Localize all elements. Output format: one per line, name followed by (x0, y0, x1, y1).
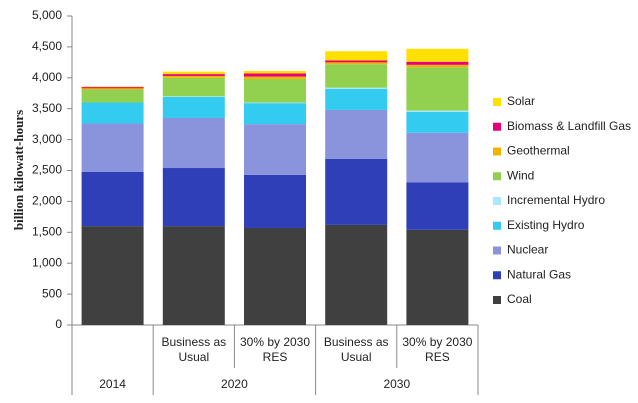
y-tick-label: 0 (55, 317, 62, 331)
bar-segment (244, 76, 306, 80)
legend-label: Incremental Hydro (507, 193, 605, 207)
legend-label: Solar (507, 94, 535, 108)
y-tick-label: 4,000 (32, 70, 62, 84)
bar-segment (325, 109, 388, 159)
bar-segment (325, 51, 388, 61)
y-tick-label: 1,500 (32, 224, 62, 238)
y-tick-label: 4,500 (32, 39, 62, 53)
bar-segment (81, 87, 144, 89)
bar-segment (406, 182, 469, 230)
bar-segment (162, 96, 225, 97)
bar-segment (81, 171, 144, 227)
bar-segment (244, 102, 306, 104)
x-tick-label: 30% by 2030 RES (402, 335, 473, 364)
legend-label: Natural Gas (507, 267, 571, 281)
y-tick-label: 2,500 (32, 163, 62, 177)
group-label: 2020 (221, 377, 248, 391)
bar-segment (162, 77, 225, 97)
bar-segment (325, 158, 388, 225)
bar-segment (406, 111, 469, 133)
bar-segment (81, 89, 144, 103)
bar-segment (325, 62, 388, 65)
bar-segment (406, 110, 469, 112)
legend-swatch (493, 296, 501, 304)
bar-segment (162, 75, 225, 78)
bar-segment (406, 229, 469, 325)
legend-label: Coal (507, 292, 532, 306)
legend-swatch (493, 172, 501, 181)
bar-segment (162, 117, 225, 169)
y-tick-label: 2,000 (32, 194, 62, 208)
legend-swatch (493, 122, 501, 131)
legend-label: Nuclear (507, 243, 548, 257)
bar-segment (325, 88, 388, 110)
bar-segment (81, 226, 144, 325)
legend-label: Biomass & Landfill Gas (507, 119, 631, 133)
group-label: 2030 (383, 377, 410, 391)
y-tick-label: 500 (42, 286, 62, 300)
bar-segment (81, 88, 144, 90)
bar-segment (406, 64, 469, 68)
bar-segment (81, 102, 144, 124)
bar-segment (406, 132, 469, 183)
legend-swatch (493, 221, 501, 230)
bar-segment (244, 124, 306, 175)
group-label: 2014 (99, 377, 126, 391)
bar-segment (244, 103, 306, 125)
legend-label: Wind (507, 168, 534, 182)
legend-label: Existing Hydro (507, 218, 585, 232)
y-tick-label: 5,000 (32, 8, 62, 22)
bar-segment (244, 73, 306, 77)
bar-segment (244, 71, 306, 74)
bar-segment (406, 48, 469, 62)
x-tick-label: 30% by 2030 RES (239, 335, 311, 364)
bar-segment (162, 168, 225, 227)
bar-segment (81, 86, 144, 88)
bar-segment (244, 174, 306, 228)
legend-swatch (493, 271, 501, 280)
bar-segment (244, 79, 306, 103)
bar-segment (162, 71, 225, 75)
bar-segment (406, 67, 469, 111)
x-tick-label: Business as Usual (323, 335, 389, 364)
bar-segment (325, 64, 388, 88)
y-axis-label: billion kilowatt-hours (11, 110, 26, 230)
y-tick-label: 3,000 (32, 132, 62, 146)
bar-segment (162, 74, 225, 76)
bar-segment (325, 224, 388, 325)
legend-swatch (493, 197, 501, 205)
bar-segment (162, 96, 225, 118)
legend-label: Geothermal (507, 144, 570, 158)
bar-segment (81, 123, 144, 172)
bar-segment (325, 60, 388, 63)
bar-segment (325, 87, 388, 89)
y-tick-label: 1,000 (32, 255, 62, 269)
bar-segment (244, 227, 306, 325)
legend-swatch (493, 147, 501, 156)
bar-segment (406, 61, 469, 65)
legend-swatch (493, 246, 501, 255)
x-tick-label: Business as Usual (161, 335, 227, 364)
bar-segment (162, 226, 225, 325)
legend-swatch (493, 98, 501, 106)
y-tick-label: 3,500 (32, 101, 62, 115)
